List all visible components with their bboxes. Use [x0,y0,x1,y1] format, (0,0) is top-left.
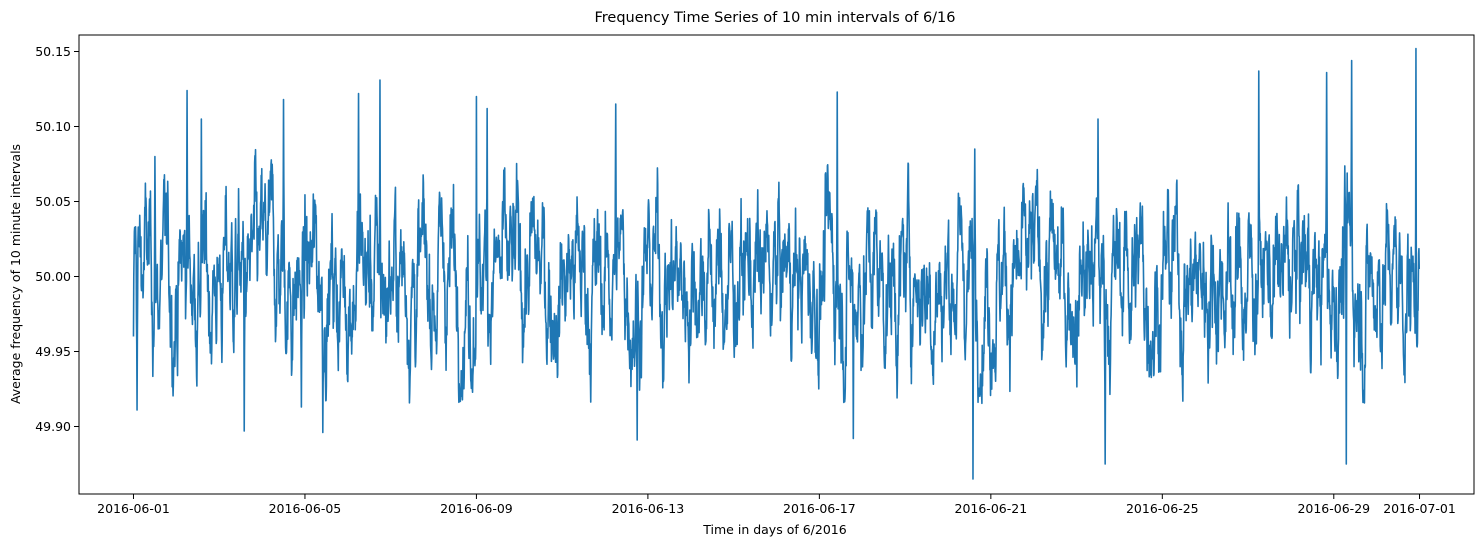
x-tick-label: 2016-06-09 [440,501,513,516]
y-tick-label: 49.95 [35,344,71,359]
x-tick-label: 2016-06-29 [1297,501,1370,516]
x-tick-label: 2016-06-17 [783,501,856,516]
plot-area [132,47,1421,480]
x-tick-label: 2016-06-05 [269,501,342,516]
chart-title: Frequency Time Series of 10 min interval… [595,10,956,26]
x-tick-label: 2016-06-13 [612,501,685,516]
x-axis-label: Time in days of 6/2016 [702,522,846,537]
axes-frame [78,34,1475,495]
y-tick-label: 50.10 [35,119,71,134]
y-tick-label: 50.00 [35,269,71,284]
x-tick-label: 2016-06-25 [1126,501,1199,516]
y-tick-label: 50.15 [35,44,71,59]
y-tick-label: 49.90 [35,419,71,434]
y-tick-label: 50.05 [35,194,71,209]
x-tick-label: 2016-06-01 [97,501,170,516]
y-axis-label: Average frequency of 10 minute intervals [8,144,23,404]
x-tick-label: 2016-07-01 [1383,501,1456,516]
axes: 2016-06-01 2016-06-05 2016-06-09 2016-06-13… [35,34,1475,516]
series-line [132,47,1421,480]
x-tick-label: 2016-06-21 [955,501,1028,516]
